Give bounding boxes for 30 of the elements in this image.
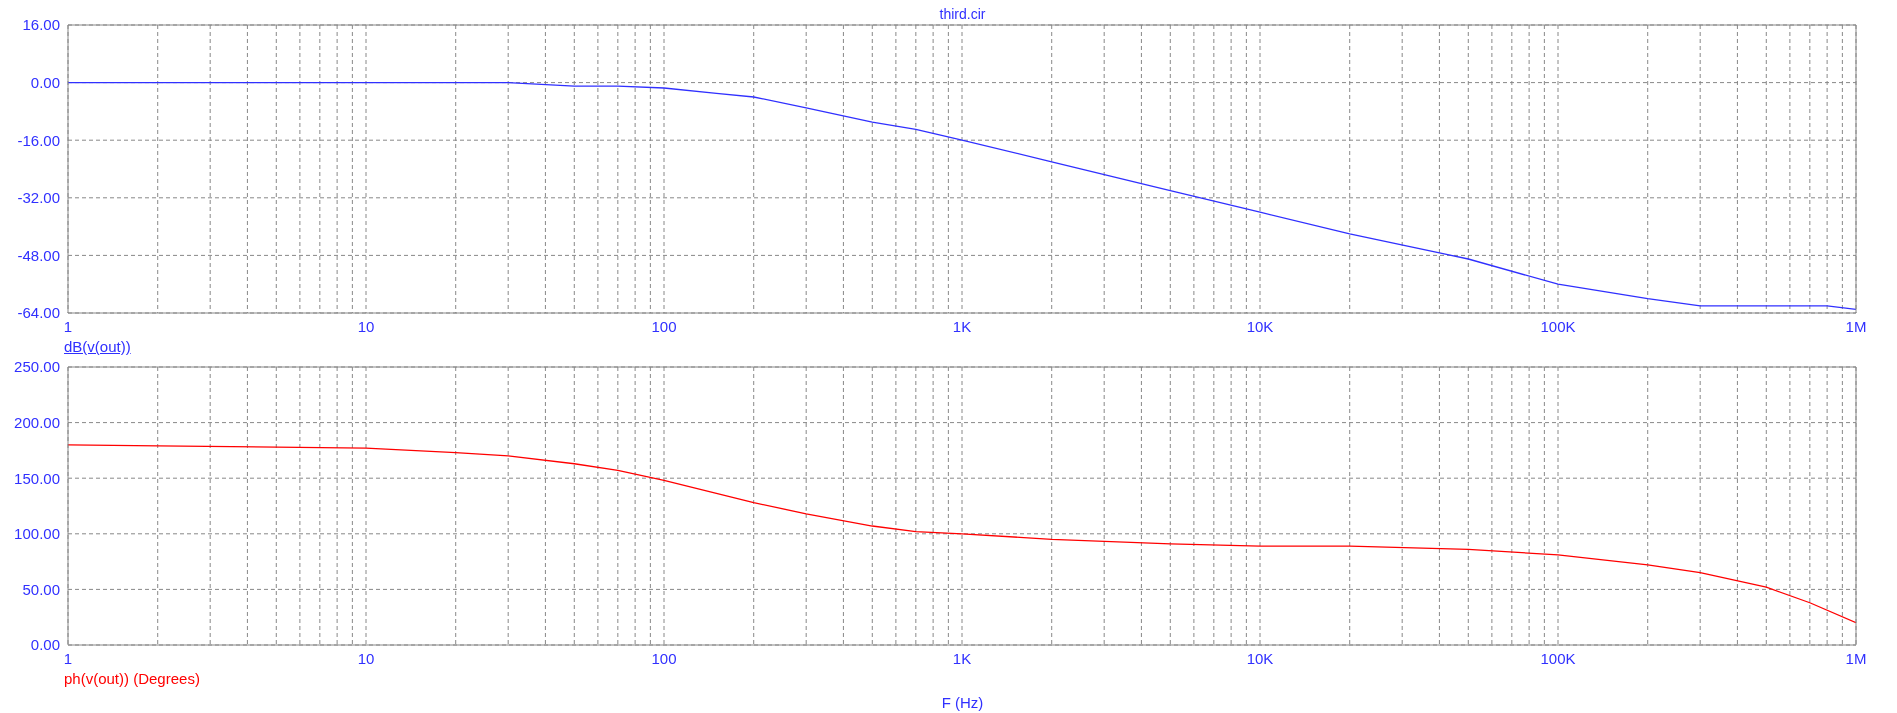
x-tick-label: 1	[63, 649, 73, 667]
chart-title: third.cir	[939, 6, 986, 22]
x-tick-label: 10K	[1246, 649, 1274, 667]
x-tick-label: 100	[651, 317, 677, 335]
y-tick-label: 0.00	[30, 73, 60, 91]
x-tick-label: 10K	[1246, 317, 1274, 335]
y-tick-label: 0.00	[30, 636, 60, 654]
y-tick-label: 100.00	[14, 525, 60, 543]
x-tick-label: 10	[357, 317, 375, 335]
y-tick-label: -48.00	[17, 246, 60, 264]
x-tick-label: 100	[651, 649, 677, 667]
y-tick-label: -16.00	[17, 131, 60, 149]
x-axis-title: F (Hz)	[940, 694, 985, 711]
x-tick-label: 10	[357, 649, 375, 667]
y-tick-label: 50.00	[22, 580, 60, 598]
x-tick-label: 1M	[1845, 317, 1867, 335]
y-tick-label: -64.00	[17, 304, 60, 322]
y-tick-label: 16.00	[22, 16, 60, 34]
text: ph(v(out)) (Degrees)	[64, 670, 200, 687]
x-tick-label: 100K	[1540, 649, 1576, 667]
x-tick-label: 1K	[952, 649, 972, 667]
x-tick-label: 1K	[952, 317, 972, 335]
text: dB(v(out))	[64, 338, 131, 355]
x-tick-label: 1M	[1845, 649, 1867, 667]
x-tick-label: 100K	[1540, 317, 1576, 335]
y-tick-label: 250.00	[14, 358, 60, 376]
y-tick-label: -32.00	[17, 189, 60, 207]
y-tick-label: 150.00	[14, 469, 60, 487]
x-tick-label: 1	[63, 317, 73, 335]
y-tick-label: 200.00	[14, 413, 60, 431]
